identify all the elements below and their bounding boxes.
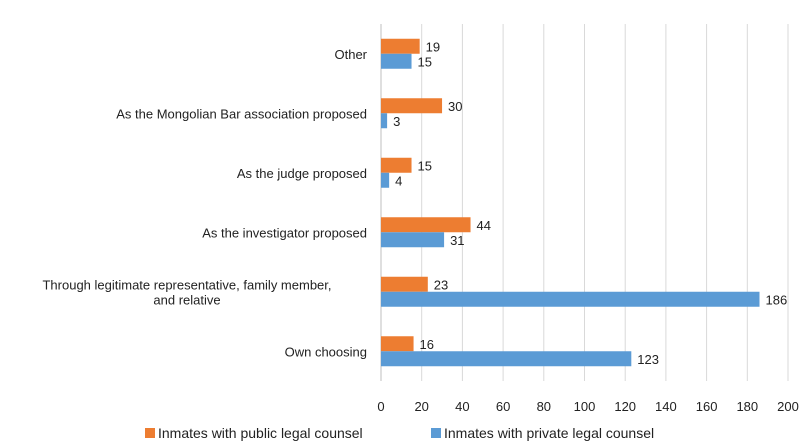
x-axis-tick-labels: 0 20 40 60 80 100 120 140 160 180 200 [377, 399, 798, 414]
bar-public-counsel [381, 157, 412, 173]
legend: Inmates with public legal counsel Inmates… [145, 425, 654, 441]
bar-public-counsel [381, 217, 471, 233]
legend-label: Inmates with private legal counsel [444, 425, 654, 441]
x-tick-label: 20 [414, 399, 428, 414]
x-tick-label: 160 [696, 399, 718, 414]
category-label: As the Mongolian Bar association propose… [116, 106, 367, 121]
data-label: 19 [426, 39, 440, 54]
category-label: Own choosing [285, 344, 367, 359]
category-label: Through legitimate representative, famil… [42, 277, 331, 307]
category-label: As the judge proposed [237, 166, 367, 181]
bar-private-counsel [381, 351, 632, 367]
data-label: 186 [766, 292, 788, 307]
data-label: 30 [448, 99, 462, 114]
bar-private-counsel [381, 53, 412, 69]
legend-label: Inmates with public legal counsel [158, 425, 363, 441]
data-label: 15 [418, 158, 432, 173]
legend-swatch [145, 428, 155, 438]
x-tick-label: 140 [655, 399, 677, 414]
data-label: 16 [420, 337, 434, 352]
x-tick-label: 60 [496, 399, 510, 414]
data-label: 3 [393, 114, 400, 129]
bar-private-counsel [381, 291, 760, 307]
x-tick-label: 200 [777, 399, 799, 414]
x-tick-label: 0 [377, 399, 384, 414]
bar-public-counsel [381, 38, 420, 54]
data-label: 23 [434, 277, 448, 292]
x-tick-label: 80 [537, 399, 551, 414]
x-tick-label: 100 [574, 399, 596, 414]
data-label: 31 [450, 233, 464, 248]
data-label: 4 [395, 173, 402, 188]
category-labels: Other As the Mongolian Bar association pr… [42, 47, 367, 360]
data-label: 44 [477, 218, 491, 233]
bar-public-counsel [381, 336, 414, 352]
data-label: 123 [637, 352, 659, 367]
legend-swatch [431, 428, 441, 438]
bar-private-counsel [381, 172, 390, 188]
x-tick-label: 120 [614, 399, 636, 414]
grid-lines [380, 24, 789, 381]
x-tick-label: 40 [455, 399, 469, 414]
x-tick-label: 180 [736, 399, 758, 414]
bar-public-counsel [381, 276, 428, 292]
data-label: 15 [418, 54, 432, 69]
category-label: As the investigator proposed [202, 225, 367, 240]
bar-public-counsel [381, 98, 443, 114]
category-label: Other [334, 47, 367, 62]
bar-private-counsel [381, 113, 388, 129]
bars [381, 38, 760, 367]
bar-private-counsel [381, 232, 445, 248]
